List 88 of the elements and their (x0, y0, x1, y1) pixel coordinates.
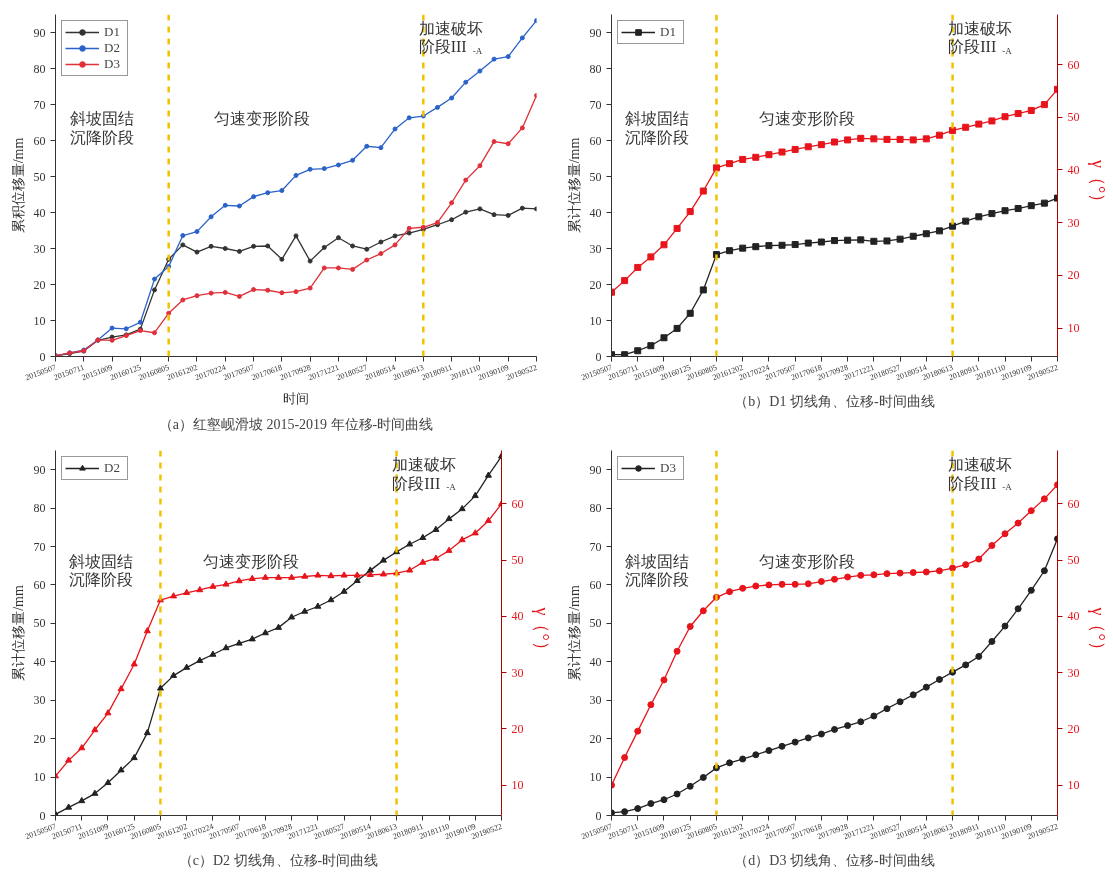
y2-tick-label: 10 (1067, 778, 1080, 793)
y2-tick-label: 10 (1067, 321, 1080, 336)
annotation: 匀速变形阶段 (758, 110, 855, 128)
y-tick-label: 60 (33, 577, 46, 592)
text: （d）D3 切线角、位移-时间曲线 (734, 852, 935, 868)
y2-axis-title: γ（°） (1087, 158, 1108, 212)
legend-label: D3 (104, 56, 121, 72)
text: （c）D2 切线角、位移-时间曲线 (178, 852, 379, 868)
y-tick-label: 30 (589, 241, 602, 256)
y-tick-label: 90 (589, 25, 602, 40)
y2-tick-label: 50 (1067, 553, 1080, 568)
y-tick-label: 70 (33, 97, 46, 112)
y-axis-title: 累计位移量/mm (566, 137, 582, 234)
y-tick-label: 80 (33, 61, 46, 76)
annotation: 斜坡固结沉降阶段 (68, 552, 133, 589)
annotation: 加速破坏阶段III-A (418, 19, 483, 56)
y2-tick-label: 10 (511, 778, 524, 793)
y-axis-title: 累计位移量/mm (566, 585, 582, 681)
y2-tick-label: 30 (511, 665, 524, 680)
x-axis-title: 时间 (283, 391, 309, 407)
legend-label: D3 (660, 460, 677, 476)
annotation: 加速破坏阶段III-A (948, 455, 1013, 493)
text: （a）红壑岘滑坡 2015-2019 年位移-时间曲线 (158, 416, 434, 432)
y-tick-label: 0 (595, 808, 602, 823)
annotation: 斜坡固结沉降阶段 (624, 110, 689, 146)
text: （b）D1 切线角、位移-时间曲线 (734, 393, 935, 409)
y2-tick-label: 40 (511, 609, 524, 624)
y-tick-label: 80 (589, 501, 602, 516)
y-tick-label: 40 (589, 205, 602, 220)
y-tick-label: 20 (589, 277, 602, 292)
y-tick-label: 30 (33, 241, 46, 256)
y-tick-label: 70 (33, 539, 46, 554)
y-tick-label: 50 (589, 616, 602, 631)
y2-tick-label: 40 (1067, 609, 1080, 624)
y-tick-label: 90 (589, 462, 602, 477)
y-tick-label: 70 (589, 97, 602, 112)
y-tick-label: 60 (33, 133, 46, 148)
y2-tick-label: 60 (1067, 57, 1080, 72)
y-tick-label: 30 (589, 693, 602, 708)
y-axis-title: 累积位移量/mm (10, 137, 26, 234)
legend-label: D1 (104, 24, 121, 40)
y-tick-label: 20 (33, 277, 46, 292)
y-tick-label: 70 (589, 539, 602, 554)
y-tick-label: 10 (33, 770, 46, 785)
y-tick-label: 10 (589, 770, 602, 785)
y-tick-label: 50 (33, 616, 46, 631)
y2-axis-title: γ（°） (531, 606, 552, 659)
y-tick-label: 20 (589, 731, 602, 746)
annotation: 加速破坏阶段III-A (948, 19, 1013, 56)
y2-tick-label: 30 (1067, 665, 1080, 680)
y2-tick-label: 50 (511, 553, 524, 568)
annotation: 匀速变形阶段 (214, 110, 311, 128)
y-tick-label: 10 (589, 313, 602, 328)
y-tick-label: 0 (595, 349, 602, 364)
y-tick-label: 60 (589, 577, 602, 592)
y-tick-label: 50 (33, 169, 46, 184)
legend-label: D1 (660, 24, 677, 40)
y-tick-label: 90 (33, 462, 46, 477)
y2-tick-label: 60 (511, 496, 524, 511)
y-tick-label: 90 (33, 25, 46, 40)
y2-tick-label: 60 (1067, 496, 1080, 511)
y2-tick-label: 20 (1067, 721, 1080, 736)
annotation: 斜坡固结沉降阶段 (624, 552, 689, 589)
y-axis-title: 累计位移量/mm (10, 585, 26, 681)
y-tick-label: 50 (589, 169, 602, 184)
y2-tick-label: 50 (1067, 110, 1080, 125)
y-tick-label: 40 (33, 205, 46, 220)
y-tick-label: 60 (589, 133, 602, 148)
y-tick-label: 20 (33, 731, 46, 746)
y2-tick-label: 20 (511, 721, 524, 736)
y-tick-label: 80 (33, 501, 46, 516)
y-tick-label: 0 (39, 808, 46, 823)
legend-label: D2 (104, 40, 121, 56)
y-tick-label: 10 (33, 313, 46, 328)
y2-tick-label: 30 (1067, 215, 1080, 230)
annotation: 匀速变形阶段 (202, 552, 299, 570)
y-tick-label: 40 (589, 654, 602, 669)
y2-tick-label: 20 (1067, 268, 1080, 283)
annotation: 加速破坏阶段III-A (392, 455, 457, 493)
legend-label: D2 (104, 460, 121, 476)
y2-tick-label: 40 (1067, 162, 1080, 177)
y-tick-label: 80 (589, 61, 602, 76)
y-tick-label: 30 (33, 693, 46, 708)
y-tick-label: 0 (39, 349, 46, 364)
annotation: 斜坡固结沉降阶段 (69, 110, 134, 146)
y2-axis-title: γ（°） (1087, 606, 1108, 659)
annotation: 匀速变形阶段 (758, 552, 855, 570)
y-tick-label: 40 (33, 654, 46, 669)
